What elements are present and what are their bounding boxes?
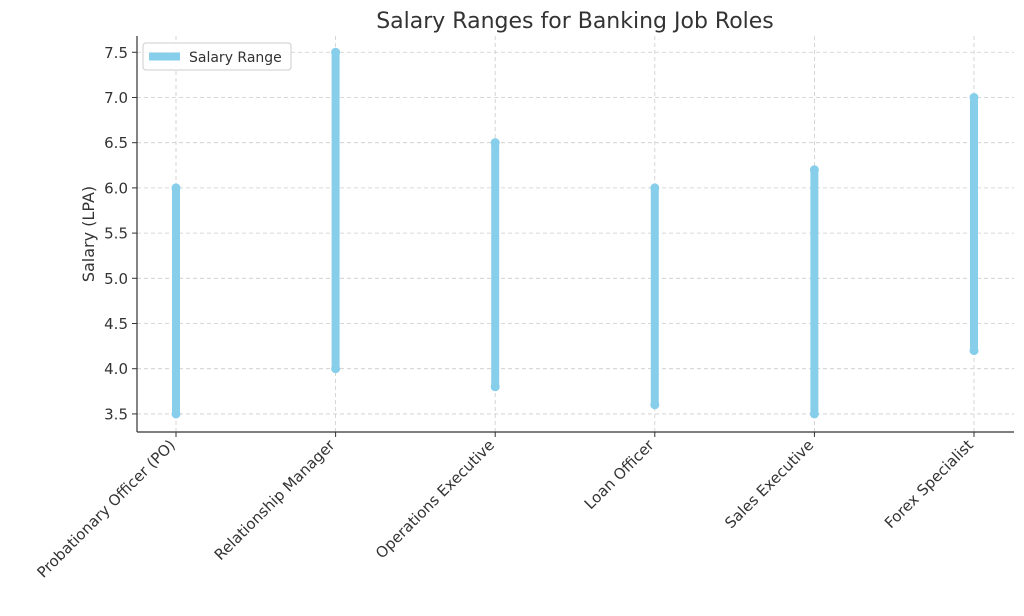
range-high-point [171, 183, 181, 193]
range-low-point [650, 400, 660, 410]
y-tick-label: 3.5 [104, 405, 128, 423]
range-high-point [969, 92, 979, 102]
x-tick-label: Forex Specialist [881, 436, 977, 532]
chart-title: Salary Ranges for Banking Job Roles [376, 9, 774, 34]
x-tick-label: Relationship Manager [211, 436, 339, 564]
range-high-point [331, 47, 341, 57]
y-tick-label: 7.5 [104, 44, 128, 62]
range-low-point [969, 346, 979, 356]
y-tick-label: 6.0 [104, 179, 128, 197]
y-tick-label: 7.0 [104, 89, 128, 107]
range-low-point [809, 409, 819, 419]
y-axis-label: Salary (LPA) [79, 186, 98, 282]
x-tick-label: Sales Executive [721, 436, 817, 532]
x-tick-label: Probationary Officer (PO) [33, 436, 178, 581]
y-tick-label: 4.0 [104, 360, 128, 378]
x-tick-label: Operations Executive [372, 436, 498, 562]
legend-swatch-marker [160, 52, 169, 61]
range-low-point [490, 382, 500, 392]
y-tick-label: 5.0 [104, 270, 128, 288]
grid-lines [137, 36, 1014, 432]
legend: Salary Range [142, 42, 292, 71]
range-low-point [171, 409, 181, 419]
y-tick-label: 6.5 [104, 134, 128, 152]
range-high-point [490, 138, 500, 148]
x-tick-label: Loan Officer [581, 436, 658, 513]
legend-label: Salary Range [189, 50, 282, 66]
axes [132, 36, 1014, 437]
range-high-point [809, 165, 819, 175]
range-high-point [650, 183, 660, 193]
range-bars [171, 47, 979, 419]
legend-box [142, 42, 292, 71]
y-tick-label: 4.5 [104, 315, 128, 333]
y-tick-label: 5.5 [104, 225, 128, 243]
range-low-point [331, 364, 341, 374]
